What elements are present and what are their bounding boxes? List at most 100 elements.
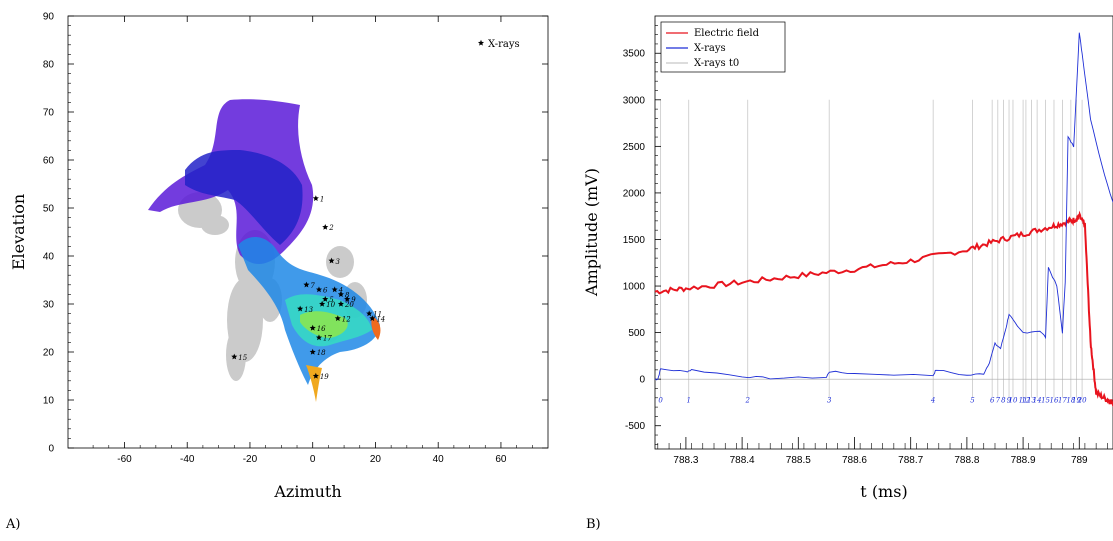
xray-marker-label: 10 <box>326 301 335 309</box>
y-tick-label: -500 <box>625 421 645 432</box>
t0-marker-label: 9 <box>1007 396 1012 404</box>
xray-marker-label: 3 <box>336 258 341 266</box>
x-tick-label: -20 <box>243 454 258 465</box>
xray-marker-label: 14 <box>376 315 385 323</box>
panel-b-legend-t0-label: X-rays t0 <box>694 58 739 69</box>
x-tick-label: 60 <box>495 454 507 465</box>
xray-marker-label: 13 <box>304 306 313 314</box>
xray-star-marker <box>322 224 329 230</box>
x-tick-label: 40 <box>433 454 445 465</box>
xray-star-marker <box>366 310 373 317</box>
y-tick-label: 70 <box>43 108 55 119</box>
xray-star-marker <box>322 296 329 302</box>
y-tick-label: 2000 <box>623 188 646 199</box>
panel-a-plot-frame <box>67 15 549 449</box>
xray-star-marker <box>309 324 316 331</box>
x-tick-label: 788.8 <box>954 455 979 466</box>
xray-marker-label: 15 <box>238 354 247 362</box>
x-tick-label: 788.4 <box>730 455 755 466</box>
x-tick-label: 788.3 <box>673 455 698 466</box>
panel-a-colored-point-cloud <box>148 99 381 402</box>
panel-a-x-axis-title: Azimuth <box>273 482 341 501</box>
t0-marker-label: 1 <box>686 396 690 404</box>
panel-a-label: A) <box>5 517 20 532</box>
t0-marker-label: 7 <box>996 396 1001 404</box>
x-tick-label: 0 <box>310 454 316 465</box>
xray-star-marker <box>334 315 341 321</box>
t0-marker-label: 11 <box>1019 396 1028 404</box>
x-tick-label: 788.7 <box>898 455 923 466</box>
xray-marker-label: 6 <box>323 287 328 295</box>
y-tick-label: 500 <box>628 328 645 339</box>
xray-marker-label: 20 <box>344 301 354 309</box>
t0-marker-label: 17 <box>1058 396 1067 404</box>
xray-star-marker <box>331 286 338 293</box>
panel-b-y-axis-title: Amplitude (mV) <box>582 168 601 297</box>
panel-b-plot-frame <box>654 15 1113 450</box>
panel-b-legend: Electric field X-rays X-rays t0 <box>660 21 786 73</box>
panel-a-y-axis-title: Elevation <box>9 194 28 270</box>
y-tick-label: 80 <box>43 60 55 71</box>
y-tick-label: 20 <box>43 348 55 359</box>
xray-star-marker <box>315 334 323 341</box>
xray-star-marker <box>231 353 238 360</box>
y-tick-label: 60 <box>43 156 55 167</box>
t0-marker-label: 12 <box>1021 396 1030 404</box>
panel-b-xray-series <box>654 32 1113 381</box>
t0-marker-label: 19 <box>1072 396 1081 404</box>
y-tick-label: 1500 <box>623 235 646 246</box>
xray-star-marker <box>312 372 319 379</box>
y-tick-label: 3000 <box>623 95 646 106</box>
y-tick-label: 30 <box>43 300 55 311</box>
xray-marker-label: 12 <box>342 315 351 323</box>
t0-marker-label: 2 <box>744 396 750 404</box>
xray-star-marker <box>303 281 310 288</box>
panel-b-electric-field-series <box>654 210 1113 408</box>
xray-marker-label: 19 <box>320 373 329 381</box>
y-tick-label: 0 <box>48 444 54 455</box>
y-tick-label: 50 <box>43 204 55 215</box>
y-tick-label: 10 <box>43 396 55 407</box>
t0-marker-label: 0 <box>658 396 663 404</box>
panel-a-legend-label: X-rays <box>488 39 520 50</box>
y-tick-label: 0 <box>639 375 645 386</box>
panel-b-legend-efield-label: Electric field <box>694 28 760 39</box>
x-tick-label: -60 <box>117 454 132 465</box>
xray-marker-label: 9 <box>351 296 356 304</box>
xray-star-marker <box>337 291 344 297</box>
xray-star-marker <box>315 286 323 293</box>
xray-star-marker <box>319 300 326 307</box>
t0-marker-label: 6 <box>990 396 995 404</box>
x-tick-label: 788.9 <box>1011 455 1036 466</box>
panel-b-label: B) <box>586 517 601 532</box>
xray-marker-label: 8 <box>345 291 350 299</box>
x-tick-label: 789 <box>1071 455 1088 466</box>
xray-marker-label: 11 <box>373 311 382 319</box>
xray-star-marker <box>312 195 319 201</box>
panel-b-legend-xray-label: X-rays <box>694 43 726 54</box>
t0-marker-label: 5 <box>970 396 975 404</box>
panel-b-x-axis-title: t (ms) <box>860 482 907 501</box>
xray-marker-label: 4 <box>338 287 343 295</box>
panel-a-legend-star-icon <box>477 39 485 46</box>
t0-marker-label: 13 <box>1027 396 1036 404</box>
t0-marker-label: 14 <box>1033 396 1042 404</box>
xray-star-marker <box>369 315 376 321</box>
xray-star-marker <box>309 348 316 355</box>
xray-star-marker <box>328 257 335 264</box>
xray-marker-label: 17 <box>323 335 332 343</box>
y-tick-label: 40 <box>43 252 55 263</box>
t0-marker-label: 20 <box>1077 396 1087 404</box>
t0-marker-label: 15 <box>1041 396 1050 404</box>
x-tick-label: 788.6 <box>842 455 867 466</box>
x-tick-label: 788.5 <box>786 455 811 466</box>
panel-a: -60 -40 -20 0 20 40 60 0 10 20 30 40 50 60 70 80 90 12 3 4… <box>5 12 549 532</box>
t0-marker-label: 10 <box>1009 396 1018 404</box>
x-tick-label: -40 <box>180 454 195 465</box>
t0-marker-label: 8 <box>1001 396 1006 404</box>
y-tick-label: 90 <box>43 12 55 23</box>
xray-marker-label: 18 <box>317 349 326 357</box>
